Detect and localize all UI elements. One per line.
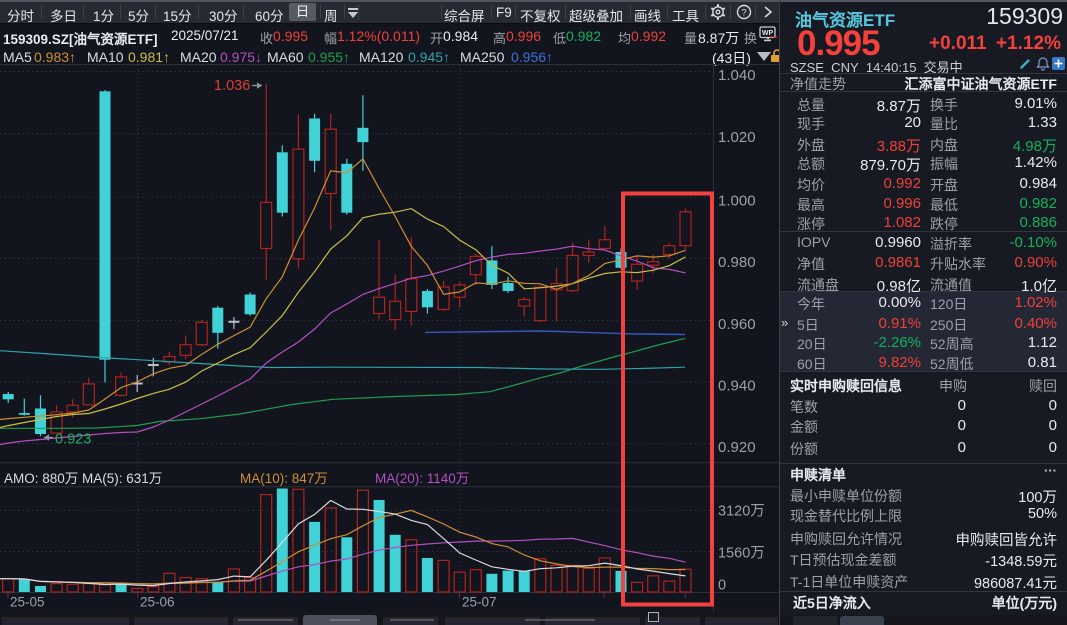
svg-text:0.920: 0.920 bbox=[718, 439, 756, 456]
svg-text:3120万: 3120万 bbox=[718, 504, 765, 520]
svg-text:0: 0 bbox=[718, 578, 726, 594]
svg-text:1.040: 1.040 bbox=[718, 67, 756, 84]
svg-text:AMO: 880万 MA(5): 631万: AMO: 880万 MA(5): 631万 bbox=[4, 471, 162, 486]
svg-text:1.020: 1.020 bbox=[718, 129, 756, 146]
svg-text:25-07: 25-07 bbox=[462, 595, 497, 610]
svg-text:1.000: 1.000 bbox=[718, 193, 756, 210]
svg-text:25-06: 25-06 bbox=[140, 595, 175, 610]
svg-text:1560万: 1560万 bbox=[718, 546, 765, 562]
svg-text:WP: WP bbox=[762, 30, 774, 37]
svg-text:MA(10): 847万: MA(10): 847万 bbox=[240, 471, 328, 486]
svg-text:?: ? bbox=[741, 7, 746, 18]
svg-text:MA(20): 1140万: MA(20): 1140万 bbox=[375, 471, 469, 486]
svg-text:25-05: 25-05 bbox=[10, 595, 45, 610]
svg-text:0.940: 0.940 bbox=[718, 378, 756, 395]
svg-text:0.980: 0.980 bbox=[718, 254, 756, 271]
svg-text:0.960: 0.960 bbox=[718, 316, 756, 333]
svg-text:0.923: 0.923 bbox=[55, 432, 91, 448]
svg-text:1.036: 1.036 bbox=[214, 78, 250, 94]
